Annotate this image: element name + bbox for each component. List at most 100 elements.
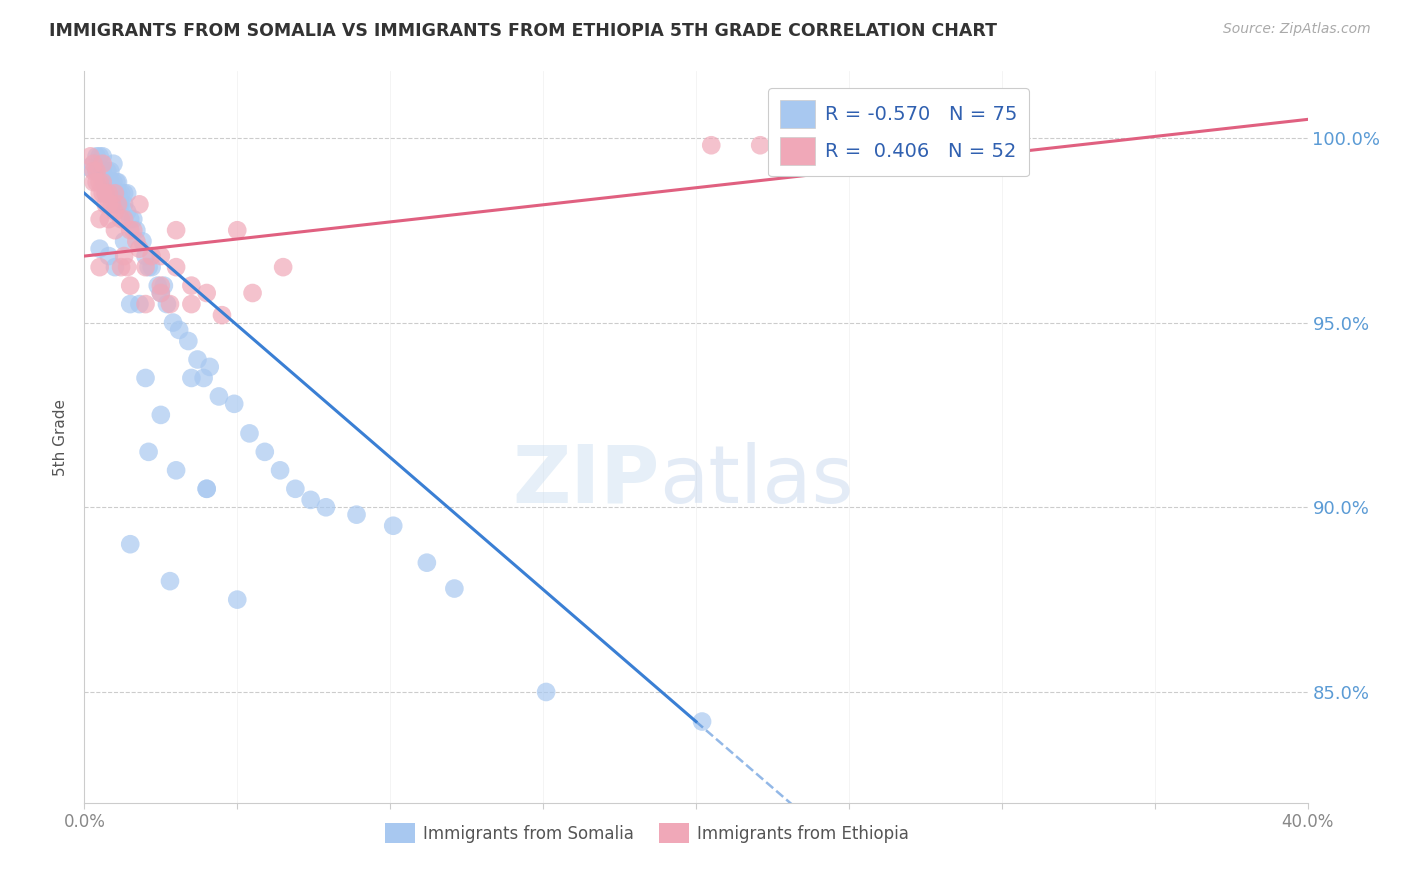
Point xyxy=(167,323,190,337)
Point xyxy=(93,175,115,189)
Point xyxy=(122,223,145,237)
Point xyxy=(104,186,127,201)
Point xyxy=(120,537,142,551)
Point xyxy=(104,197,127,211)
Point xyxy=(96,175,118,189)
Point xyxy=(105,186,128,201)
Point xyxy=(89,260,111,274)
Point xyxy=(690,714,713,729)
Point xyxy=(165,260,187,274)
Point xyxy=(416,556,439,570)
Point xyxy=(86,175,108,189)
Point xyxy=(115,204,138,219)
Point xyxy=(89,175,111,189)
Point xyxy=(86,164,108,178)
Point xyxy=(94,186,117,201)
Point xyxy=(180,371,202,385)
Point xyxy=(98,175,121,189)
Point xyxy=(97,212,120,227)
Point xyxy=(112,212,135,227)
Point xyxy=(128,197,150,211)
Point xyxy=(101,186,124,201)
Point xyxy=(180,297,202,311)
Point xyxy=(89,186,111,201)
Point xyxy=(141,249,163,263)
Point xyxy=(226,592,249,607)
Point xyxy=(226,223,249,237)
Point xyxy=(104,260,127,274)
Text: ZIP: ZIP xyxy=(512,442,659,520)
Point xyxy=(159,297,181,311)
Point xyxy=(138,260,160,274)
Point xyxy=(120,278,142,293)
Point xyxy=(138,445,160,459)
Point xyxy=(149,285,172,300)
Point xyxy=(269,463,291,477)
Point xyxy=(153,278,176,293)
Point xyxy=(112,186,135,201)
Point xyxy=(79,149,101,163)
Point xyxy=(224,397,246,411)
Point xyxy=(242,285,264,300)
Point xyxy=(94,197,117,211)
Point xyxy=(86,149,108,163)
Point xyxy=(91,149,114,163)
Point xyxy=(315,500,337,515)
Point xyxy=(195,285,218,300)
Point xyxy=(135,297,157,311)
Point xyxy=(101,197,124,211)
Point xyxy=(97,186,120,201)
Point xyxy=(149,278,172,293)
Point xyxy=(83,175,105,189)
Point xyxy=(94,186,117,201)
Point xyxy=(198,359,221,374)
Point xyxy=(89,212,111,227)
Point xyxy=(346,508,368,522)
Point xyxy=(253,445,276,459)
Point xyxy=(112,249,135,263)
Point xyxy=(77,161,100,175)
Point xyxy=(83,157,105,171)
Text: IMMIGRANTS FROM SOMALIA VS IMMIGRANTS FROM ETHIOPIA 5TH GRADE CORRELATION CHART: IMMIGRANTS FROM SOMALIA VS IMMIGRANTS FR… xyxy=(49,22,997,40)
Point xyxy=(177,334,200,348)
Point xyxy=(125,223,148,237)
Point xyxy=(107,175,129,189)
Point xyxy=(110,212,132,227)
Point xyxy=(97,197,120,211)
Point xyxy=(104,186,127,201)
Point xyxy=(120,297,142,311)
Text: atlas: atlas xyxy=(659,442,853,520)
Point xyxy=(91,157,114,171)
Point xyxy=(115,186,138,201)
Point xyxy=(271,260,294,274)
Point xyxy=(149,285,172,300)
Point xyxy=(89,242,111,256)
Point xyxy=(382,518,405,533)
Point xyxy=(110,197,132,211)
Point xyxy=(97,249,120,263)
Point xyxy=(128,297,150,311)
Point xyxy=(149,408,172,422)
Point xyxy=(195,482,218,496)
Point xyxy=(96,164,118,178)
Legend: Immigrants from Somalia, Immigrants from Ethiopia: Immigrants from Somalia, Immigrants from… xyxy=(378,817,915,849)
Point xyxy=(238,426,260,441)
Point xyxy=(131,235,153,249)
Point xyxy=(208,389,231,403)
Point xyxy=(107,186,129,201)
Point xyxy=(299,492,322,507)
Point xyxy=(97,186,120,201)
Point xyxy=(89,149,111,163)
Point xyxy=(128,242,150,256)
Point xyxy=(104,204,127,219)
Point xyxy=(135,249,157,263)
Point xyxy=(195,482,218,496)
Point xyxy=(156,297,179,311)
Point xyxy=(120,223,142,237)
Point xyxy=(141,260,163,274)
Point xyxy=(186,352,208,367)
Point xyxy=(159,574,181,589)
Point xyxy=(110,186,132,201)
Point xyxy=(125,235,148,249)
Point xyxy=(165,463,187,477)
